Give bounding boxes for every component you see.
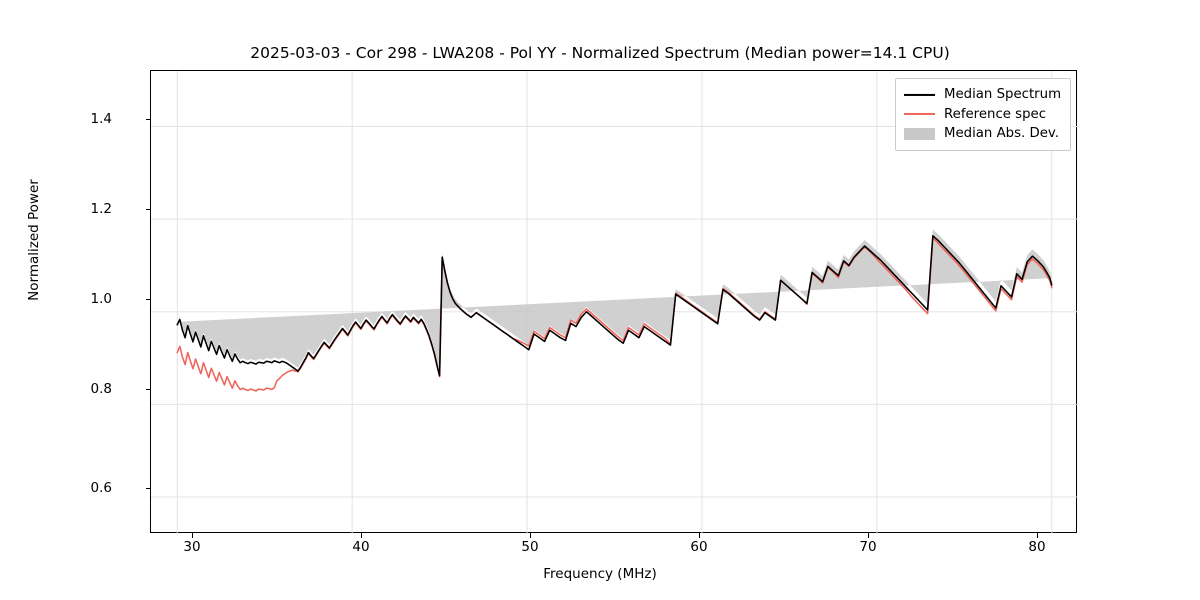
x-tick-mark: [868, 533, 870, 538]
legend-patch-icon: [904, 127, 935, 141]
y-tick-label-4: 1.4: [90, 111, 112, 127]
y-tick-label-1: 0.8: [90, 381, 112, 397]
legend[interactable]: Median Spectrum Reference spec Median Ab…: [895, 78, 1072, 151]
y-tick-mark: [145, 488, 150, 490]
x-tick-label-5: 80: [1028, 539, 1046, 555]
x-tick-label-1: 40: [352, 539, 370, 555]
legend-entry-median-spectrum: Median Spectrum: [904, 85, 1061, 105]
legend-line-icon: [904, 88, 935, 102]
median-abs-dev-band: [177, 229, 1052, 372]
x-tick-label-2: 50: [521, 539, 539, 555]
x-tick-mark: [1037, 533, 1039, 538]
legend-entry-median-abs-dev: Median Abs. Dev.: [904, 124, 1061, 144]
y-tick-mark: [145, 209, 150, 211]
legend-label-0: Median Spectrum: [944, 87, 1062, 103]
x-tick-mark: [699, 533, 701, 538]
x-tick-label-3: 60: [690, 539, 708, 555]
y-axis-label: Normalized Power: [26, 179, 42, 301]
legend-label-1: Reference spec: [944, 106, 1047, 122]
y-tick-mark: [145, 389, 150, 391]
legend-entry-reference-spec: Reference spec: [904, 105, 1061, 125]
y-tick-label-0: 0.6: [90, 480, 112, 496]
x-axis-label: Frequency (MHz): [543, 566, 657, 582]
x-tick-mark: [361, 533, 363, 538]
median-spectrum-line: [176, 235, 1053, 377]
page-title: 2025-03-03 - Cor 298 - LWA208 - Pol YY -…: [250, 44, 950, 62]
y-tick-label-3: 1.2: [90, 201, 112, 217]
spectrum-plot-svg: [151, 71, 1078, 534]
x-tick-label-0: 30: [183, 539, 201, 555]
y-tick-mark: [145, 299, 150, 301]
x-tick-mark: [192, 533, 194, 538]
x-tick-mark: [530, 533, 532, 538]
y-tick-mark: [145, 119, 150, 121]
y-tick-label-2: 1.0: [90, 291, 112, 307]
legend-label-2: Median Abs. Dev.: [944, 126, 1059, 142]
x-tick-label-4: 70: [859, 539, 877, 555]
legend-line-icon: [904, 107, 935, 121]
